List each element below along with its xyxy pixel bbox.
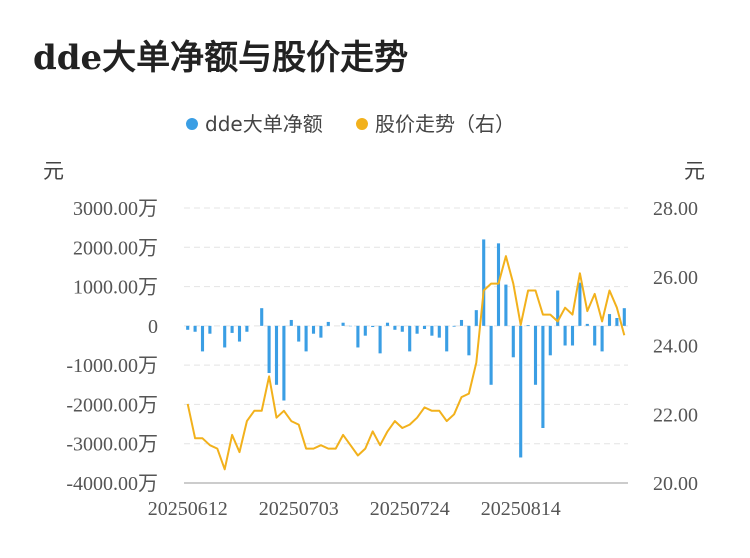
left-tick-label: 3000.00万: [73, 198, 158, 220]
legend-label-dde: dde大单净额: [205, 112, 323, 136]
dde-bar: [282, 325, 286, 401]
dde-bar: [474, 310, 478, 326]
right-tick-label: 20.00: [653, 473, 698, 495]
dde-bar: [482, 239, 486, 326]
dde-bar: [230, 325, 234, 333]
legend-marker-price: [356, 118, 368, 130]
dde-bar: [319, 325, 323, 338]
right-tick-label: 22.00: [653, 404, 698, 426]
dde-bar: [245, 325, 249, 332]
dde-bar: [533, 325, 538, 385]
dde-bar: [356, 325, 360, 348]
dde-bar: [548, 325, 552, 356]
x-tick-label: 20250703: [259, 498, 339, 520]
dde-bar: [593, 325, 597, 346]
dde-bar: [496, 243, 501, 326]
dde-bar: [200, 325, 205, 352]
dde-bar: [408, 325, 412, 352]
dde-bar: [600, 325, 604, 352]
chart-title: dde大单净额与股价走势: [33, 38, 409, 78]
dde-bar: [267, 325, 271, 373]
dde-bar: [363, 325, 367, 336]
dde-bar: [541, 325, 545, 428]
dde-bar: [186, 325, 190, 330]
dde-bar: [385, 322, 390, 326]
legend-marker-dde: [186, 118, 198, 130]
gridlines: [184, 207, 628, 445]
dde-bar: [378, 325, 382, 354]
dde-bar: [297, 325, 301, 342]
dde-bar: [393, 325, 397, 330]
dde-bar: [304, 325, 308, 352]
dde-bars: [186, 239, 626, 458]
price-line-path: [186, 255, 626, 471]
dde-bar: [223, 325, 227, 348]
dde-bar: [371, 325, 375, 328]
dde-bar: [489, 325, 493, 385]
dde-bar: [511, 325, 515, 358]
dde-bar: [430, 325, 434, 336]
dde-bar: [467, 325, 471, 356]
right-tick-label: 26.00: [653, 267, 698, 289]
legend-label-price: 股价走势（右）: [375, 112, 515, 136]
right-tick-label: 24.00: [653, 336, 698, 358]
left-tick-label: -1000.00万: [66, 355, 158, 377]
x-tick-label: 20250814: [481, 498, 561, 520]
dde-bar: [570, 325, 575, 346]
dde-bar: [607, 314, 612, 326]
dde-bar: [274, 325, 279, 385]
dde-bar: [415, 325, 419, 334]
dde-bar: [585, 323, 589, 326]
dde-bar: [615, 318, 619, 326]
dde-bar: [459, 319, 464, 326]
dde-bar: [260, 308, 264, 326]
dde-bar: [193, 325, 197, 332]
left-tick-label: -4000.00万: [66, 473, 158, 495]
price-line: [186, 255, 626, 471]
dde-bar: [445, 325, 449, 352]
dde-bar: [519, 325, 523, 458]
left-axis-ticks: 3000.00万 2000.00万 1000.00万 0 -1000.00万 -2000.…: [66, 198, 158, 495]
dde-bar: [437, 325, 441, 338]
right-axis-ticks: 28.00 26.00 24.00 22.00 20.00: [653, 198, 698, 495]
x-tick-label: 20250724: [370, 498, 450, 520]
left-tick-label: 2000.00万: [73, 237, 158, 259]
dde-bar: [452, 325, 456, 327]
x-axis-ticks: 20250612 20250703 20250724 20250814: [148, 498, 561, 520]
dde-bar: [289, 319, 293, 326]
dde-bar: [504, 284, 508, 326]
dde-bar: [578, 282, 582, 326]
legend[interactable]: dde大单净额 股价走势（右）: [186, 112, 515, 136]
dde-bar: [208, 325, 212, 334]
left-tick-label: -2000.00万: [66, 394, 158, 416]
left-tick-label: -3000.00万: [66, 434, 158, 456]
right-axis-unit: 元: [684, 159, 705, 183]
left-axis-unit: 元: [43, 159, 64, 183]
dde-bar: [526, 325, 530, 326]
dde-bar: [422, 325, 427, 329]
right-tick-label: 28.00: [653, 198, 698, 220]
dde-bar: [341, 322, 345, 326]
dde-bar: [237, 325, 242, 342]
dde-bar: [622, 308, 626, 326]
dde-bar: [556, 290, 560, 326]
dde-bar: [311, 325, 316, 334]
x-tick-label: 20250612: [148, 498, 228, 520]
dde-bar: [400, 325, 404, 332]
dde-bar: [563, 325, 567, 346]
left-tick-label: 1000.00万: [73, 277, 158, 299]
dde-bar: [326, 321, 330, 326]
left-tick-label: 0: [148, 316, 158, 338]
